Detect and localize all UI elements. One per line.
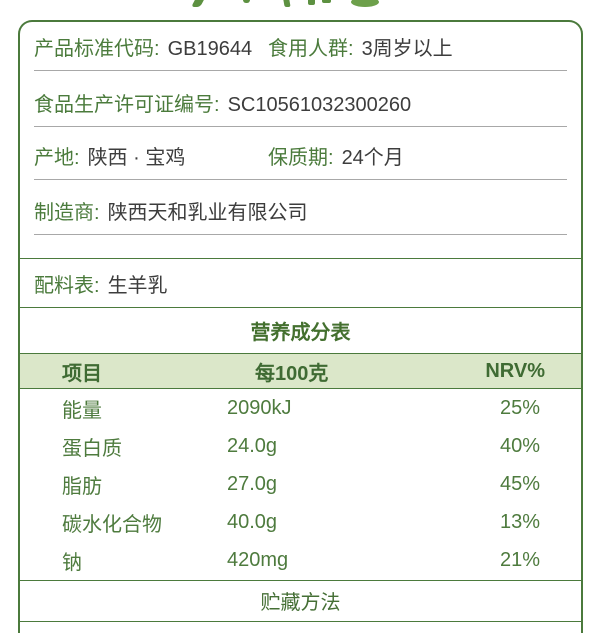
shelf-life-label: 保质期:: [268, 147, 334, 169]
column-header-per-100g: 每100克: [255, 362, 329, 385]
nutrient-name: 蛋白质: [62, 437, 122, 460]
nutrient-amount: 24.0g: [227, 434, 278, 457]
table-row-protein: 蛋白质 24.0g 40%: [20, 427, 581, 465]
field-standard-code: 产品标准代码: GB19644: [34, 32, 268, 61]
nutrition-table-title: 营养成分表: [20, 307, 581, 353]
nutrient-nrv: 13%: [499, 511, 540, 534]
nutrient-nrv: 25%: [499, 396, 540, 419]
consumer-group-value: 3周岁以上: [361, 38, 453, 60]
nutrient-name: 钠: [62, 552, 82, 575]
decor-stroke-icon: [322, 0, 331, 3]
table-row-sodium: 钠 420mg 21%: [20, 542, 581, 580]
nutrition-table-header: 项目 每100克 NRV%: [20, 353, 581, 389]
nutrient-name: 碳水化合物: [62, 514, 162, 537]
info-bottom-spacer: [20, 235, 581, 258]
decor-blob-icon: [351, 0, 379, 7]
nutrient-nrv: 45%: [499, 472, 540, 495]
shelf-life-value: 24个月: [341, 147, 404, 169]
nutrient-nrv: 40%: [499, 434, 540, 457]
info-row-origin: 产地: 陕西 · 宝鸡 保质期: 24个月: [34, 127, 567, 180]
cut-off-next-section: [20, 622, 581, 633]
info-row-standard-code: 产品标准代码: GB19644 食用人群: 3周岁以上: [34, 22, 567, 71]
column-header-nrv: NRV%: [485, 359, 545, 382]
ingredients-row: 配料表: 生羊乳: [20, 258, 581, 307]
field-manufacturer: 制造商: 陕西天和乳业有限公司: [34, 196, 308, 225]
storage-method-title: 贮藏方法: [20, 579, 581, 622]
product-info-panel: 产品标准代码: GB19644 食用人群: 3周岁以上 食品生产许可证编号: S…: [18, 20, 583, 633]
nutrient-amount: 40.0g: [227, 511, 278, 534]
origin-value: 陕西 · 宝鸡: [87, 147, 186, 169]
license-label: 食品生产许可证编号:: [34, 94, 220, 116]
decor-stroke-icon: [283, 0, 291, 7]
table-row-carbohydrate: 碳水化合物 40.0g 13%: [20, 504, 581, 542]
origin-label: 产地:: [34, 147, 80, 169]
ingredients-value: 生羊乳: [107, 274, 168, 297]
decor-stroke-icon: [243, 0, 250, 3]
nutrient-nrv: 21%: [499, 549, 540, 572]
field-license-number: 食品生产许可证编号: SC10561032300260: [34, 88, 411, 117]
info-row-manufacturer: 制造商: 陕西天和乳业有限公司: [34, 180, 567, 235]
decor-stroke-icon: [191, 0, 204, 7]
field-consumer-group: 食用人群: 3周岁以上: [268, 32, 453, 61]
field-shelf-life: 保质期: 24个月: [268, 141, 404, 170]
nutrient-name: 能量: [62, 399, 102, 422]
manufacturer-value: 陕西天和乳业有限公司: [107, 202, 308, 224]
info-row-license: 食品生产许可证编号: SC10561032300260: [34, 71, 567, 127]
nutrient-amount: 2090kJ: [227, 396, 292, 419]
field-ingredients: 配料表: 生羊乳: [34, 269, 168, 298]
nutrient-name: 脂肪: [62, 475, 102, 498]
nutrient-amount: 420mg: [227, 549, 289, 572]
field-origin: 产地: 陕西 · 宝鸡: [34, 141, 268, 170]
nutrient-amount: 27.0g: [227, 472, 278, 495]
cut-off-decor-strokes: [0, 0, 600, 10]
standard-code-value: GB19644: [167, 38, 253, 60]
column-header-item: 项目: [62, 362, 102, 385]
table-row-fat: 脂肪 27.0g 45%: [20, 465, 581, 503]
ingredients-label: 配料表:: [34, 274, 100, 297]
standard-code-label: 产品标准代码:: [34, 38, 160, 60]
consumer-group-label: 食用人群:: [268, 38, 354, 60]
manufacturer-label: 制造商:: [34, 202, 100, 224]
decor-stroke-icon: [308, 0, 315, 5]
license-value: SC10561032300260: [227, 94, 412, 116]
table-row-energy: 能量 2090kJ 25%: [20, 389, 581, 427]
